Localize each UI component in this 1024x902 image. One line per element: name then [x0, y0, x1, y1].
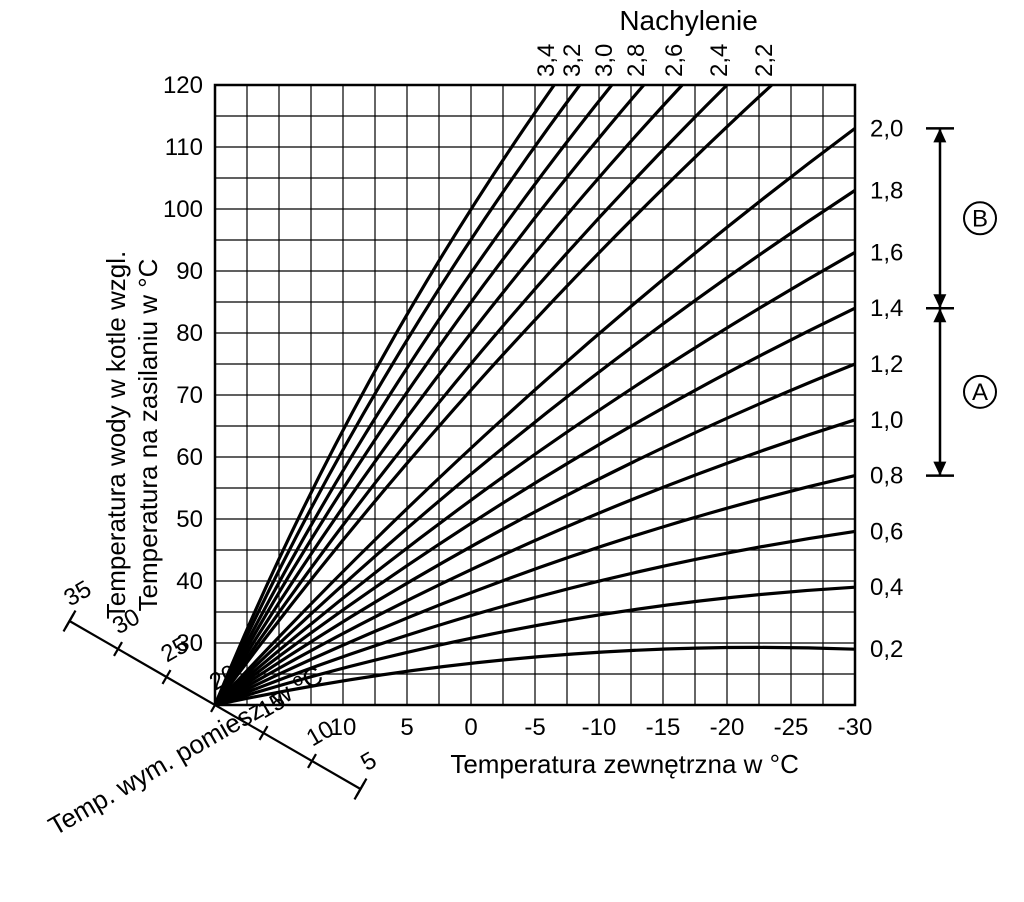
slope-label-1,2: 1,2 — [870, 351, 903, 378]
slope-label-0,6: 0,6 — [870, 518, 903, 545]
bracket-A-label: A — [972, 379, 988, 406]
x-tick--5: -5 — [524, 714, 545, 741]
y-axis-label-2: Temperatura na zasilaniu w °C — [133, 259, 163, 612]
diag-tick-35: 35 — [59, 575, 96, 612]
slope-label-1,6: 1,6 — [870, 239, 903, 266]
slope-label-0,2: 0,2 — [870, 636, 903, 663]
y-tick-40: 40 — [176, 568, 203, 595]
slope-label-1,8: 1,8 — [870, 177, 903, 204]
slope-label-2,8: 2,8 — [623, 44, 650, 77]
y-tick-60: 60 — [176, 444, 203, 471]
slope-label-2,4: 2,4 — [706, 44, 733, 77]
slope-label-2,0: 2,0 — [870, 115, 903, 142]
x-axis-label: Temperatura zewnętrzna w °C — [450, 749, 799, 779]
x-tick--10: -10 — [582, 714, 617, 741]
slope-label-0,4: 0,4 — [870, 574, 903, 601]
x-tick-5: 5 — [400, 714, 413, 741]
slope-label-3,2: 3,2 — [559, 44, 586, 77]
slope-label-2,2: 2,2 — [751, 44, 778, 77]
x-tick--25: -25 — [774, 714, 809, 741]
y-tick-120: 120 — [163, 72, 203, 99]
title-nachylenie: Nachylenie — [619, 5, 758, 36]
slope-label-3,4: 3,4 — [533, 44, 560, 77]
x-tick--20: -20 — [710, 714, 745, 741]
y-tick-70: 70 — [176, 382, 203, 409]
x-tick--15: -15 — [646, 714, 681, 741]
y-tick-100: 100 — [163, 196, 203, 223]
y-tick-80: 80 — [176, 320, 203, 347]
y-tick-90: 90 — [176, 258, 203, 285]
x-tick-0: 0 — [464, 714, 477, 741]
x-tick--30: -30 — [838, 714, 873, 741]
slope-label-1,0: 1,0 — [870, 407, 903, 434]
y-tick-50: 50 — [176, 506, 203, 533]
slope-label-2,6: 2,6 — [661, 44, 688, 77]
bracket-B-label: B — [972, 205, 988, 232]
slope-label-1,4: 1,4 — [870, 295, 903, 322]
slope-label-0,8: 0,8 — [870, 463, 903, 490]
slope-label-3,0: 3,0 — [591, 44, 618, 77]
diag-tick-5: 5 — [356, 747, 381, 777]
heating-curve-chart: 0,2 0,4 0,6 0,8 1,0 1,2 1,4 1,6 1,8 2,0 2,2 2,4 2,6 2… — [0, 0, 1024, 902]
y-axis-label-1: Temperatura wody w kotle wzgl. — [101, 251, 131, 619]
y-tick-110: 110 — [165, 134, 203, 161]
